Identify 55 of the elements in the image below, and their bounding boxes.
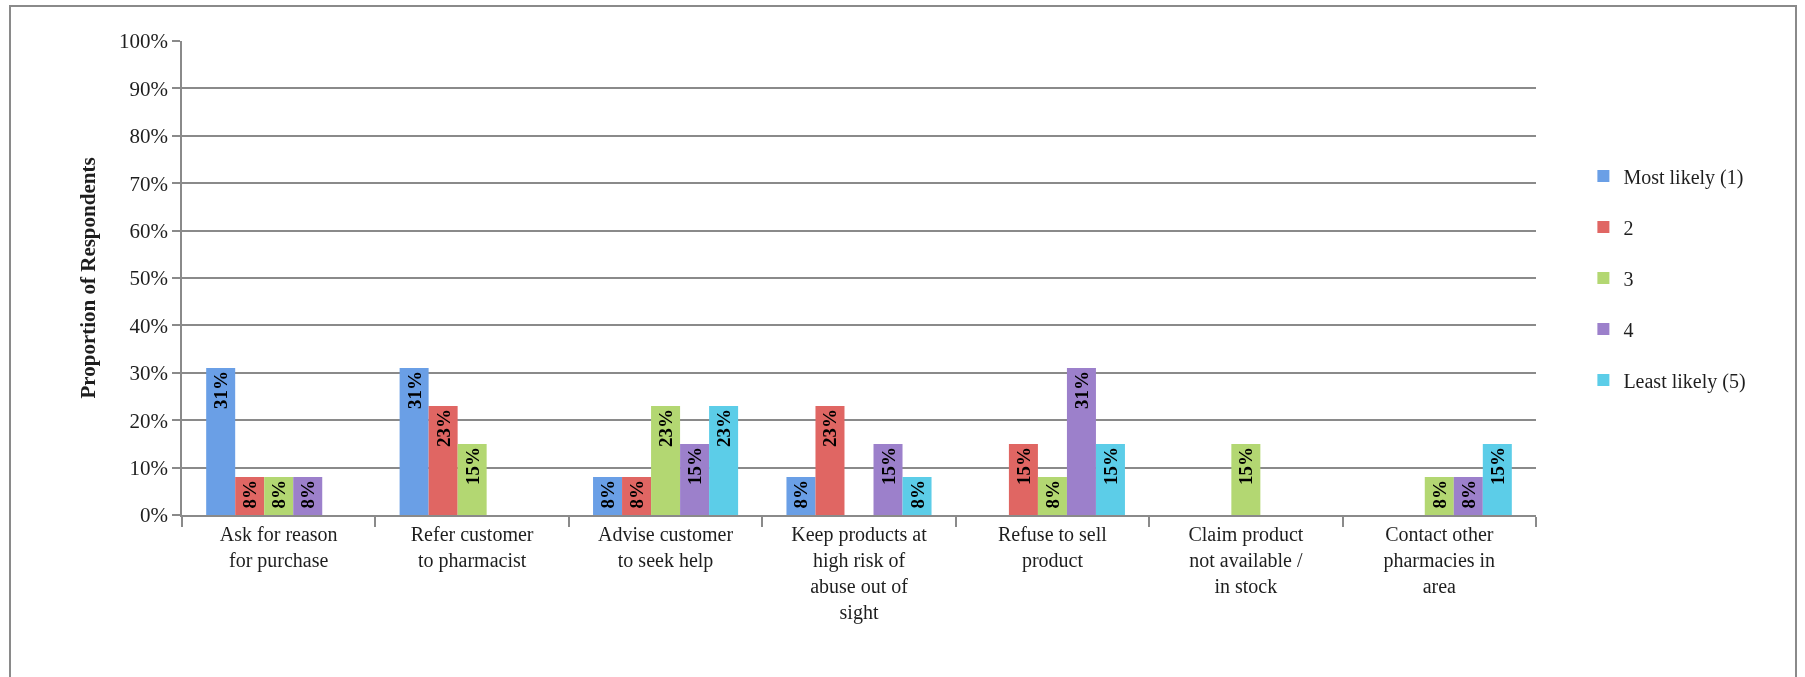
bar xyxy=(399,368,429,515)
data-label: 8% xyxy=(239,480,261,509)
y-axis-title: Proportion of Respondents xyxy=(75,157,100,399)
y-tick-label: 90% xyxy=(129,76,169,101)
data-label: 8% xyxy=(1041,480,1063,509)
y-tick-label: 10% xyxy=(129,455,169,480)
bar xyxy=(651,405,681,515)
data-label: 15% xyxy=(684,446,706,485)
x-tick-label: Claim product not available / in stock xyxy=(1188,522,1304,597)
legend-label: Most likely (1) xyxy=(1623,165,1744,189)
data-label: 15% xyxy=(1486,446,1508,485)
data-label: 31% xyxy=(210,371,232,410)
data-label: 31% xyxy=(1070,371,1092,410)
legend-label: 3 xyxy=(1623,267,1634,290)
data-label: 23% xyxy=(655,408,677,447)
y-tick-label: 70% xyxy=(129,171,169,196)
data-label: 31% xyxy=(403,371,425,410)
x-tick-label: Contact other pharmacies in area xyxy=(1383,522,1496,597)
legend-label: 4 xyxy=(1623,318,1634,341)
x-tick-label: Advise customer to seek help xyxy=(598,522,734,572)
y-tick-label: 60% xyxy=(129,218,169,243)
data-label: 15% xyxy=(461,446,483,485)
data-label: 15% xyxy=(877,446,899,485)
data-label: 15% xyxy=(1235,446,1257,485)
data-label: 8% xyxy=(297,480,319,509)
x-tick-label: Ask for reason for purchase xyxy=(219,522,338,572)
y-tick-label: 80% xyxy=(129,124,169,149)
legend-label: Least likely (5) xyxy=(1623,369,1746,393)
data-label: 8% xyxy=(1428,480,1450,509)
x-tick-label: Refer customer to pharmacist xyxy=(410,522,534,572)
y-tick-label: 50% xyxy=(129,266,169,291)
bar xyxy=(1066,368,1096,515)
bar xyxy=(815,405,845,515)
data-label: 15% xyxy=(1012,446,1034,485)
data-label: 8% xyxy=(1457,480,1479,509)
bar xyxy=(428,405,458,515)
x-tick-label: Refuse to sell product xyxy=(997,522,1108,572)
bar xyxy=(206,368,236,515)
data-label: 8% xyxy=(626,480,648,509)
y-tick-label: 0% xyxy=(140,503,169,528)
y-tick-label: 40% xyxy=(129,313,169,338)
bar xyxy=(709,405,739,515)
legend-label: 2 xyxy=(1623,216,1634,239)
data-label: 23% xyxy=(432,408,454,447)
data-label: 8% xyxy=(906,480,928,509)
data-label: 23% xyxy=(713,408,735,447)
y-tick-label: 100% xyxy=(119,29,169,54)
y-tick-label: 20% xyxy=(129,408,169,433)
data-label: 15% xyxy=(1099,446,1121,485)
data-label: 8% xyxy=(790,480,812,509)
x-tick-label: Keep products at high risk of abuse out of sight xyxy=(791,522,928,624)
data-label: 8% xyxy=(597,480,619,509)
data-label: 23% xyxy=(819,408,841,447)
data-label: 8% xyxy=(268,480,290,509)
y-tick-label: 30% xyxy=(129,361,169,386)
